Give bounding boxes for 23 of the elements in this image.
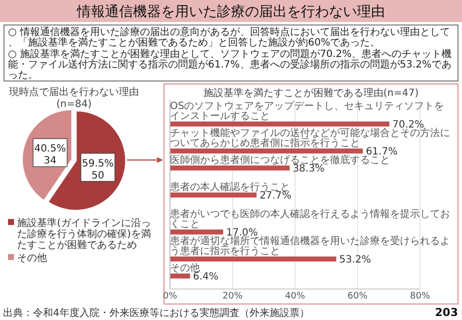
text: ○ 情報通信機器を用いた診療の届出の意向があるが、回答時点において届出を行わない理由として、「施設基準を満たすことが困難であるため」と回答した施設が約60%であった。 [8, 26, 450, 48]
text: 203 [435, 306, 458, 319]
data-label: 40.5% 34 [34, 144, 66, 167]
x-tick-label: 40% [284, 291, 306, 302]
y-tick-label: その他 [170, 262, 200, 274]
data-label: 38.3% [292, 164, 324, 174]
x-tick-label: 80% [410, 291, 430, 302]
text: 情報通信機器を用いた診療の届出を行わない理由 [76, 4, 385, 20]
chart-subtitle: (n=84) [56, 99, 92, 110]
legend-label: 施設基準(ガイドラインに沿った診療を行う体制の確保)を満たすことが困難であるため [17, 217, 151, 251]
chart-title: 現時点で届出を行わない理由 [9, 86, 139, 98]
source-note: 出典：令和4年度入院・外来医療等における実態調査（外来施設票） [3, 307, 310, 319]
x-tick-label: 60% [347, 291, 368, 302]
x-tick-label: 20% [222, 291, 243, 302]
data-label: 53.2% [339, 254, 372, 266]
data-label: 27.7% [260, 190, 292, 202]
data-label: 61.7% [366, 146, 398, 158]
x-tick-label: 0% [162, 291, 178, 302]
data-label: 6.4% [193, 272, 218, 282]
text: ○ 施設基準を満たすことが困難な理由として、ソフトウェアの問題が70.2%、患者へのチャット機能・ファイル送付方法に関する指示の問題が61.7%、患者への受診場所の指示の問題が53.2%であった。 [8, 48, 452, 81]
chart-title: 施設基準を満たすことが困難である理由(n=47) [203, 87, 419, 99]
data-label: 59.5% 50 [82, 158, 114, 182]
legend-label: その他 [17, 252, 47, 264]
